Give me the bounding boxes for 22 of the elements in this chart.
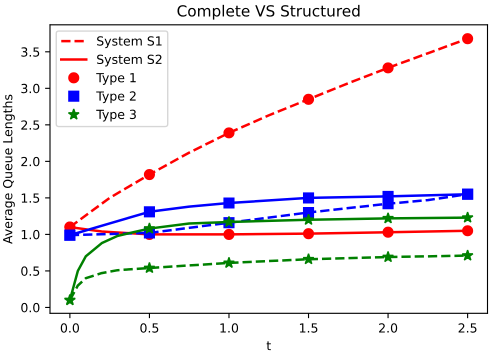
legend-label: System S2 [97,54,162,66]
x-tick-label: 1.5 [300,323,318,333]
y-tick-label: 2.0 [21,156,40,166]
x-axis-title: t [266,341,271,350]
y-tick-label: 3.5 [21,47,40,57]
legend-label: System S1 [97,36,162,48]
legend-label: Type 3 [96,110,136,122]
chart-title: Complete VS Structured [177,4,360,20]
y-tick-label: 1.0 [22,230,40,240]
y-axis-title: Average Queue Lengths [2,94,15,244]
y-tick-label: 0.5 [21,266,40,276]
x-tick-label: 2.5 [458,323,476,333]
legend-label: Type 1 [96,73,136,85]
y-tick-label: 2.5 [21,120,40,130]
legend-label: Type 2 [96,91,136,104]
x-tick-label: 1.0 [220,323,238,333]
y-tick-label: 0.0 [21,302,40,312]
x-tick-label: 0.0 [60,323,79,333]
x-tick-label: 2.0 [379,323,398,333]
y-tick-label: 3.0 [21,84,40,94]
y-tick-label: 1.5 [22,194,40,203]
x-tick-label: 0.5 [140,323,158,333]
